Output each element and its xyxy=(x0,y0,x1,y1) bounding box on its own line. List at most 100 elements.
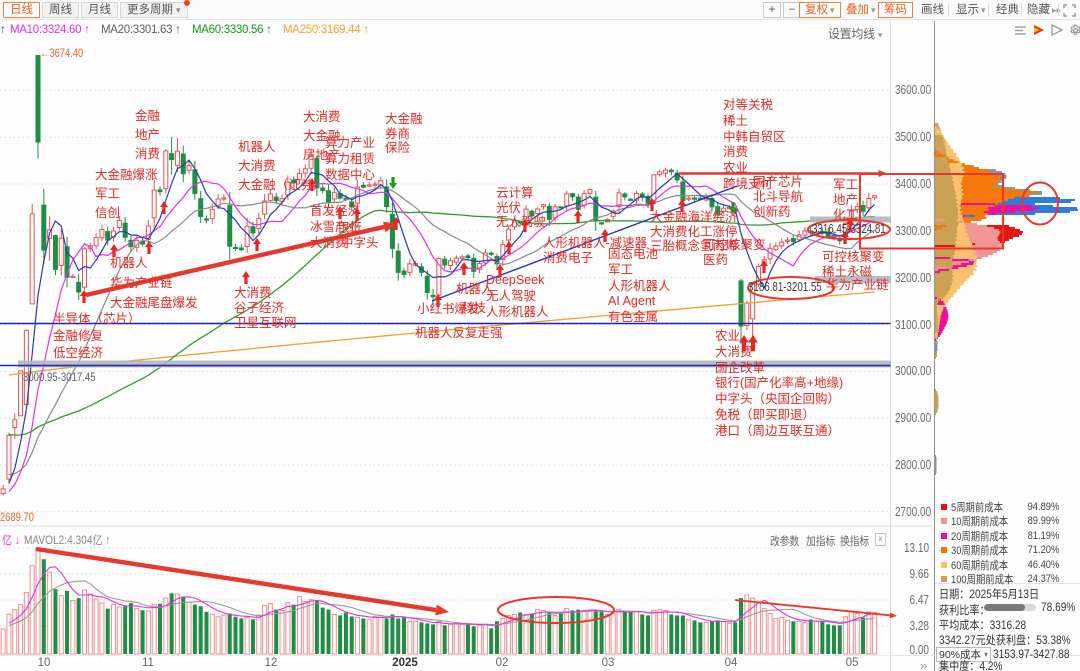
chevron-down-icon: ▾ xyxy=(830,4,835,15)
legend-row-5: 100周期前成本 24.37% xyxy=(941,572,1073,586)
flag-gray-icon[interactable] xyxy=(1051,24,1063,36)
volume-tool-2[interactable]: 换指标 xyxy=(840,536,870,548)
annotation-line: 信创 xyxy=(95,206,121,220)
drawing-objects[interactable] xyxy=(35,169,1059,624)
marker-arrows xyxy=(80,177,854,352)
legend-value: 81.19% xyxy=(1027,529,1059,542)
ma-settings-button[interactable]: 设置均线 ▾ xyxy=(828,25,882,42)
close-volume-button[interactable]: × xyxy=(875,533,887,546)
annotation-line: 金融 xyxy=(135,109,161,123)
annotation-line: 谷子经济 xyxy=(234,301,285,315)
profit-ratio-pill xyxy=(984,604,1036,611)
volume-tool-1[interactable]: 加指标 xyxy=(806,536,836,548)
annotation-line: 跨境支付 xyxy=(723,176,774,191)
button-label: 复权 xyxy=(805,3,828,16)
annotation-line: 大消费 xyxy=(715,344,753,359)
toolbar-huaxian-button[interactable]: 画线 xyxy=(916,2,949,18)
annotation-text: 人形机器人-减速器 消费电子 xyxy=(543,237,647,267)
volume-axis-label: 0.00 xyxy=(909,643,929,657)
annotation-text: 大金融爆涨 军工 信创 xyxy=(95,169,158,226)
ma-label-3: MA250:3169.44 ↑ xyxy=(283,24,369,36)
annotation-line: 固态电池 xyxy=(608,247,659,261)
annotation-line: 保险 xyxy=(385,141,411,155)
annotation-text: 军工 地产 化工 xyxy=(833,179,858,223)
annotation-line: 大金融海洋经济 xyxy=(650,210,738,224)
price-axis-label: 3100.00 xyxy=(895,317,932,332)
stat-concentration: 集中度：4.2% xyxy=(939,661,1003,671)
annotation-line: 大消费 xyxy=(234,286,272,300)
annotation-line: 房地产 xyxy=(303,148,341,162)
volume-axis-label: 9.66 xyxy=(909,567,929,581)
ma5-arrow: ↑ xyxy=(0,24,6,36)
stat-date: 日期：2025年5月13日 xyxy=(939,589,1040,601)
annotation-text: 中字头 xyxy=(341,237,379,252)
list-icon[interactable] xyxy=(1014,25,1027,36)
annotation-line: 算力产业 xyxy=(325,136,376,150)
zoom-in-button[interactable]: + xyxy=(763,2,781,18)
annotation-text: 农业 大消费 国企改革 银行(国产化率高+地缘) 中字头（央国企回购） 免税（即买即退）港… xyxy=(715,330,843,441)
fullscreen-icon[interactable] xyxy=(1061,2,1078,18)
legend-label: 100周期前成本 xyxy=(951,574,1014,586)
annotation-line: 农业 xyxy=(723,161,749,176)
annotation-line: 北斗导航 xyxy=(753,189,804,204)
annotation-text: 算力产业 算力租赁 数据中心 xyxy=(325,137,375,185)
toolbar-fuquan-button[interactable]: 复权 ▾ xyxy=(799,2,841,18)
mavol-lines xyxy=(8,566,875,627)
annotation-text: 首发经济 冰雪产业 大消费 xyxy=(310,205,360,253)
volume-tool-0[interactable]: 改参数 xyxy=(770,536,800,548)
annotation-line: 消费 xyxy=(135,147,161,161)
legend-value: 89.99% xyxy=(1027,515,1059,528)
legend-swatch xyxy=(941,518,947,525)
legend-row-0: 5周期前成本 94.89% xyxy=(941,500,1073,514)
flag-colored-icon[interactable] xyxy=(1033,24,1045,36)
toolbar-diejia-button[interactable]: 叠加 ▾ xyxy=(841,2,881,18)
toolbar-jingdian-button[interactable]: 经典 xyxy=(991,2,1024,18)
tab-daily[interactable]: 日线 xyxy=(3,2,40,18)
legend-value: 46.40% xyxy=(1027,558,1059,571)
annotation-line: 三胎概念氢丙烯 xyxy=(650,239,738,253)
annotation-line: 大金融（证券） xyxy=(238,178,326,192)
x-axis-label: 02 xyxy=(495,657,509,669)
chip-histogram xyxy=(935,123,1078,475)
toolbar-yincang-button[interactable]: 隐藏 ▸▸ xyxy=(1022,2,1066,18)
annotation-line: 机器人 xyxy=(110,256,148,270)
tab-monthly[interactable]: 月线 xyxy=(81,2,118,18)
stat-profit-ratio-value: 78.69% xyxy=(1041,602,1076,614)
annotation-line: AI Agent xyxy=(608,294,656,309)
expand-panel-button[interactable]: » xyxy=(920,658,928,671)
tab-weekly[interactable]: 周线 xyxy=(42,2,79,18)
annotation-line: 大金融 xyxy=(385,112,423,126)
annotation-line: 消费 xyxy=(723,145,749,160)
cost90-label: 90%成本 xyxy=(938,649,981,661)
chevron-down-icon: ▾ xyxy=(877,30,883,40)
annotation-line: 无人驾驶 xyxy=(496,215,547,229)
volume-bars xyxy=(0,547,878,655)
tab-label: 更多周期 xyxy=(127,4,173,16)
button-label: 画线 xyxy=(921,3,944,16)
annotation-text: 对等关税 稀土 中韩自贸区 消费 农业 跨境支付 xyxy=(723,99,786,194)
toolbar-chouma-button[interactable]: 筹码 xyxy=(878,2,913,18)
tab-more-periods[interactable]: 更多周期 ▾ xyxy=(120,0,190,18)
legend-swatch xyxy=(941,547,947,554)
cost90-select[interactable]: 90%成本 ▾ xyxy=(936,647,991,662)
annotation-line: 中字头 xyxy=(341,236,379,250)
gear-icon[interactable] xyxy=(1069,24,1080,37)
legend-value: 24.37% xyxy=(1027,573,1059,585)
annotation-text: 科技 xyxy=(461,302,486,317)
annotation-line: 农业 xyxy=(715,329,741,343)
legend-label: 30周期前成本 xyxy=(951,545,1009,558)
annotation-text: 可控核聚变 医药 xyxy=(703,239,766,268)
annotation-line: 大消费 xyxy=(310,236,348,250)
panel-header-icons xyxy=(1014,23,1080,37)
ma-label-0: MA10:3324.60 ↑ xyxy=(10,24,90,36)
annotation-line: 大消费 xyxy=(303,110,341,124)
toolbar-xianshi-button[interactable]: 显示 ▾ xyxy=(951,2,991,18)
annotation-line: 机器人 xyxy=(456,282,494,296)
legend-swatch xyxy=(941,576,947,582)
annotation-line: 稀土 xyxy=(723,113,749,128)
annotation-line: 大消费化工涨停 xyxy=(650,224,738,239)
button-label: 隐藏 xyxy=(1027,3,1050,16)
button-label: 经典 xyxy=(996,3,1019,16)
legend-swatch xyxy=(941,504,947,510)
annotation-line: 卫星互联网 xyxy=(234,316,297,330)
